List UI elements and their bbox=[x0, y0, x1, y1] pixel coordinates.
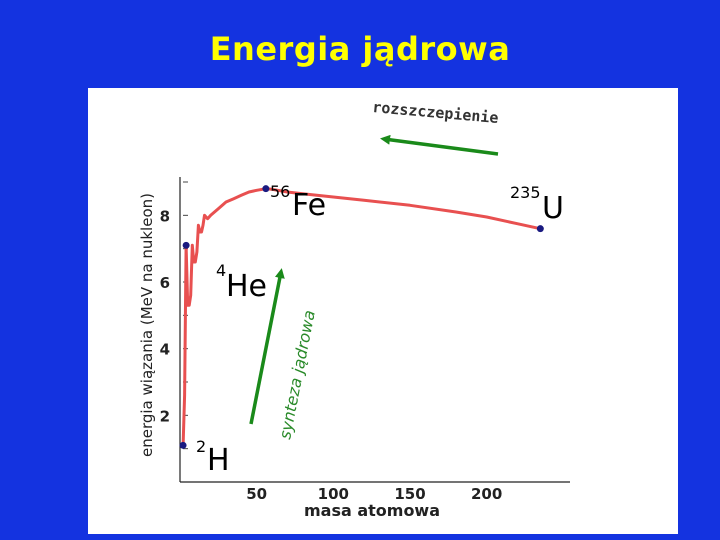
data-point-fe bbox=[262, 185, 270, 193]
data-point-u bbox=[536, 225, 544, 233]
label-he-mass: 4 bbox=[216, 261, 226, 280]
binding-energy-curve bbox=[181, 187, 541, 446]
x-tick-label: 100 bbox=[318, 485, 349, 503]
fission-label: rozszczepienie bbox=[372, 98, 500, 127]
y-tick-label: 2 bbox=[160, 407, 170, 425]
fission-arrow bbox=[380, 134, 499, 156]
y-tick-label: 8 bbox=[160, 207, 170, 225]
label-h-mass: 2 bbox=[196, 437, 206, 456]
label-fe-element: Fe bbox=[292, 188, 326, 223]
y-axis-label: energia wiązania (MeV na nukleon) bbox=[138, 193, 156, 457]
label-fe-mass: 56 bbox=[270, 182, 290, 201]
slide-title: Energia jądrowa bbox=[209, 30, 511, 68]
label-he-element: He bbox=[226, 269, 267, 304]
y-tick-label: 4 bbox=[160, 341, 170, 359]
y-tick-label: 6 bbox=[160, 274, 170, 292]
label-u-element: U bbox=[542, 191, 564, 226]
x-tick-label: 200 bbox=[471, 485, 502, 503]
x-tick-label: 50 bbox=[246, 485, 267, 503]
x-tick-label: 150 bbox=[394, 485, 425, 503]
data-point-he bbox=[182, 241, 190, 249]
fusion-label: synteza jądrowa bbox=[275, 309, 319, 441]
label-h-element: H bbox=[207, 443, 230, 478]
x-axis-label: masa atomowa bbox=[304, 501, 440, 520]
fusion-arrow bbox=[249, 268, 285, 425]
label-u-mass: 235 bbox=[510, 183, 541, 202]
data-point-h bbox=[179, 441, 187, 449]
